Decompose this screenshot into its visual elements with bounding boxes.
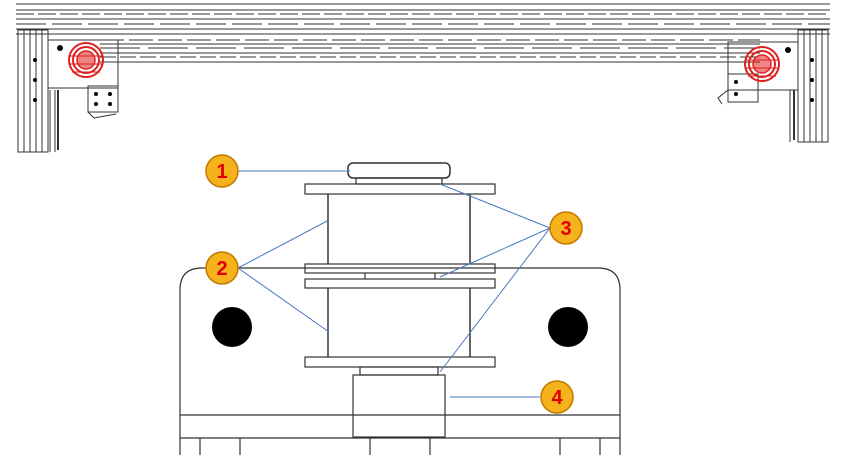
flange-bottom — [304, 356, 496, 368]
left-column — [17, 29, 119, 153]
flange-mid-upper — [304, 263, 496, 274]
callout-3: 3 — [549, 211, 583, 245]
svg-text:2: 2 — [216, 258, 227, 280]
base-plate — [179, 267, 621, 455]
shaft-boss — [352, 374, 446, 438]
leader-line-3c — [439, 227, 551, 373]
roller-detail-view — [179, 162, 621, 455]
upper-roller — [327, 194, 471, 264]
right-column — [717, 29, 829, 143]
right-mounting-hole — [548, 307, 588, 347]
right-roller-highlight — [744, 46, 780, 82]
svg-text:4: 4 — [551, 387, 563, 409]
callout-4: 4 — [540, 380, 574, 414]
left-roller-highlight — [68, 42, 104, 78]
leader-lines — [237, 170, 551, 398]
leader-line-3a — [439, 183, 551, 229]
top-rail-assembly — [16, 3, 830, 153]
svg-text:1: 1 — [216, 161, 227, 183]
svg-text:3: 3 — [560, 218, 571, 240]
top-cap — [347, 162, 451, 179]
leader-line-2b — [237, 267, 330, 333]
leader-line-2a — [237, 219, 330, 269]
lower-roller — [327, 288, 471, 357]
leader-line-3b — [439, 227, 551, 278]
left-mounting-hole — [212, 307, 252, 347]
callout-2: 2 — [205, 251, 239, 285]
top-rail — [16, 3, 830, 63]
flange-top — [304, 183, 496, 195]
flange-mid-lower — [304, 278, 496, 289]
callout-1: 1 — [205, 154, 239, 188]
